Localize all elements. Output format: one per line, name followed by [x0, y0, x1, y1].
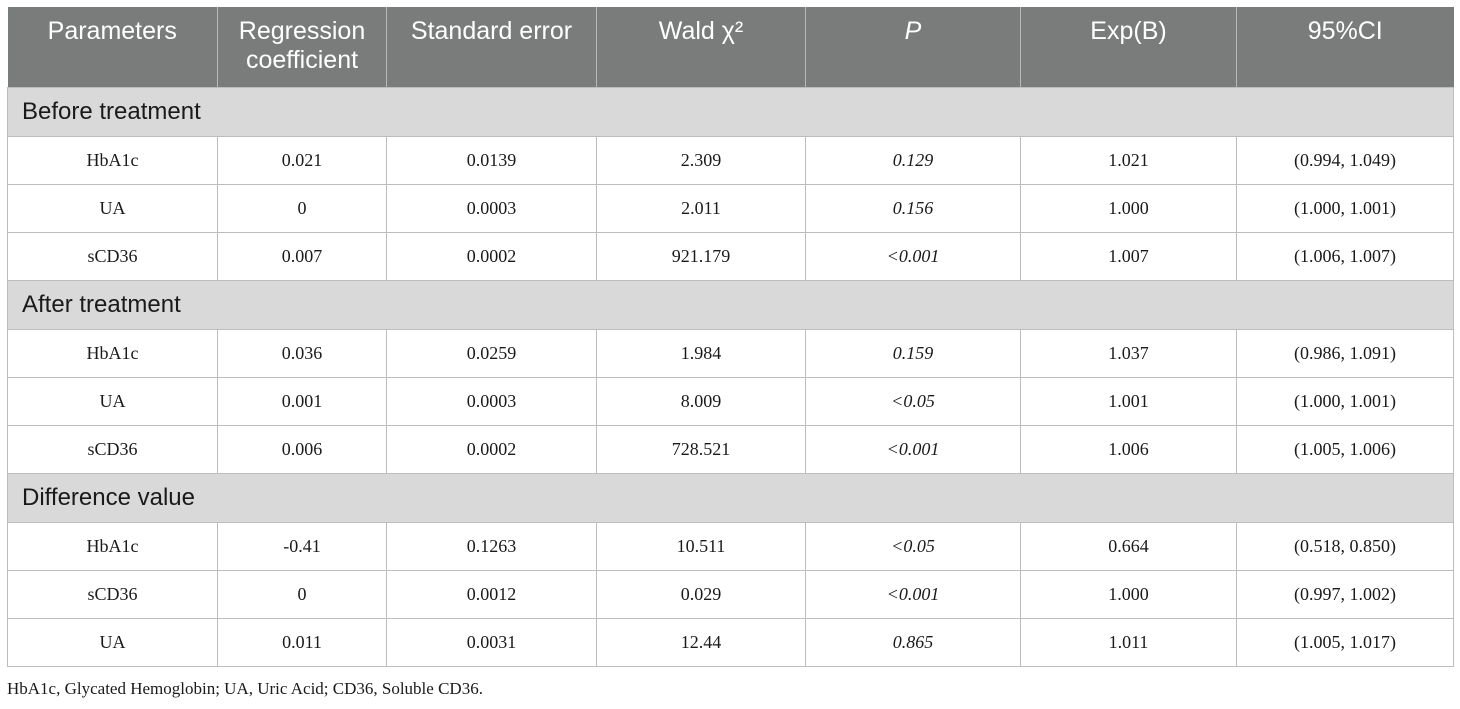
table-cell: HbA1c [7, 521, 218, 571]
table-cell: 1.000 [1020, 183, 1237, 233]
table-cell: (0.997, 1.002) [1236, 569, 1454, 619]
table-cell: (1.000, 1.001) [1236, 376, 1454, 426]
section-title: After treatment [7, 279, 1454, 330]
table-cell: 1.021 [1020, 135, 1237, 185]
table-cell: sCD36 [7, 231, 218, 281]
table-cell: 1.000 [1020, 569, 1237, 619]
table-row: sCD36 0 0.0012 0.029 <0.001 1.000 (0.997, 1.00… [7, 569, 1454, 619]
table-cell: 0.156 [805, 183, 1021, 233]
table-header: Parameters Regression coefficient Standard… [7, 7, 1454, 87]
table-cell: 0.0003 [386, 376, 597, 426]
column-header: Wald χ² [596, 7, 806, 87]
table-cell: <0.05 [805, 521, 1021, 571]
table-footnote: HbA1c, Glycated Hemoglobin; UA, Uric Aci… [7, 679, 483, 698]
table-row: UA 0.011 0.0031 12.44 0.865 1.011 (1.005, 1.01… [7, 617, 1454, 667]
table-cell: 0.664 [1020, 521, 1237, 571]
column-header: Regression coefficient [217, 7, 387, 87]
table-cell: 2.011 [596, 183, 806, 233]
table-cell: UA [7, 376, 218, 426]
table-cell: 0.036 [217, 328, 387, 378]
table-cell: -0.41 [217, 521, 387, 571]
table-cell: UA [7, 617, 218, 667]
table-cell: 0.1263 [386, 521, 597, 571]
table-row: HbA1c 0.021 0.0139 2.309 0.129 1.021 (0.994, 1… [7, 135, 1454, 185]
column-header: Parameters [7, 7, 218, 87]
table-cell: (0.986, 1.091) [1236, 328, 1454, 378]
table-cell: UA [7, 183, 218, 233]
table-cell: 921.179 [596, 231, 806, 281]
table-row: sCD36 0.007 0.0002 921.179 <0.001 1.007 (1.006… [7, 231, 1454, 281]
table-cell: 8.009 [596, 376, 806, 426]
table-cell: <0.05 [805, 376, 1021, 426]
table-cell: 0.029 [596, 569, 806, 619]
table-cell: 1.001 [1020, 376, 1237, 426]
table-cell: HbA1c [7, 135, 218, 185]
section-row: After treatment [7, 279, 1454, 330]
table-cell: 0.001 [217, 376, 387, 426]
regression-table: Parameters Regression coefficient Standard… [7, 7, 1454, 667]
table-cell: 0.129 [805, 135, 1021, 185]
table-cell: 0 [217, 569, 387, 619]
table-cell: 1.037 [1020, 328, 1237, 378]
table-cell: <0.001 [805, 231, 1021, 281]
table-cell: (1.000, 1.001) [1236, 183, 1454, 233]
table-cell: sCD36 [7, 569, 218, 619]
table-row: HbA1c 0.036 0.0259 1.984 0.159 1.037 (0.986, 1… [7, 328, 1454, 378]
table-cell: 728.521 [596, 424, 806, 474]
table-cell: 0.006 [217, 424, 387, 474]
table-cell: 1.007 [1020, 231, 1237, 281]
table-row: UA 0 0.0003 2.011 0.156 1.000 (1.000, 1.001) [7, 183, 1454, 233]
section-title: Difference value [7, 472, 1454, 523]
table-cell: 0.011 [217, 617, 387, 667]
section-row: Difference value [7, 472, 1454, 523]
table-cell: (1.006, 1.007) [1236, 231, 1454, 281]
table-cell: <0.001 [805, 569, 1021, 619]
table-cell: 0.0259 [386, 328, 597, 378]
table-cell: 0.0002 [386, 424, 597, 474]
table-row: UA 0.001 0.0003 8.009 <0.05 1.001 (1.000, 1.00… [7, 376, 1454, 426]
table-cell: 0.159 [805, 328, 1021, 378]
table-row: HbA1c -0.41 0.1263 10.511 <0.05 0.664 (0.518, … [7, 521, 1454, 571]
table-cell: 0.0002 [386, 231, 597, 281]
column-header: Exp(B) [1020, 7, 1237, 87]
table-cell: (1.005, 1.006) [1236, 424, 1454, 474]
table-row: sCD36 0.006 0.0002 728.521 <0.001 1.006 (1.005… [7, 424, 1454, 474]
table-cell: 1.984 [596, 328, 806, 378]
column-header: P [805, 7, 1021, 87]
table-cell: 0.0031 [386, 617, 597, 667]
header-row: Parameters Regression coefficient Standard… [7, 7, 1454, 87]
table-cell: 0.0003 [386, 183, 597, 233]
table-cell: 0.0012 [386, 569, 597, 619]
table-cell: 1.006 [1020, 424, 1237, 474]
table-cell: 0.021 [217, 135, 387, 185]
table-cell: <0.001 [805, 424, 1021, 474]
table-cell: 2.309 [596, 135, 806, 185]
table-cell: (0.518, 0.850) [1236, 521, 1454, 571]
column-header: 95%CI [1236, 7, 1454, 87]
table-cell: (1.005, 1.017) [1236, 617, 1454, 667]
column-header: Standard error [386, 7, 597, 87]
table-cell: 10.511 [596, 521, 806, 571]
table-cell: HbA1c [7, 328, 218, 378]
table-cell: 0.865 [805, 617, 1021, 667]
table-cell: 0 [217, 183, 387, 233]
section-row: Before treatment [7, 86, 1454, 137]
table-body: Before treatment HbA1c 0.021 0.0139 2.309 0.1… [7, 86, 1454, 667]
section-title: Before treatment [7, 86, 1454, 137]
table-cell: 12.44 [596, 617, 806, 667]
table-cell: 1.011 [1020, 617, 1237, 667]
table-cell: 0.0139 [386, 135, 597, 185]
table-cell: 0.007 [217, 231, 387, 281]
table-cell: sCD36 [7, 424, 218, 474]
table-cell: (0.994, 1.049) [1236, 135, 1454, 185]
